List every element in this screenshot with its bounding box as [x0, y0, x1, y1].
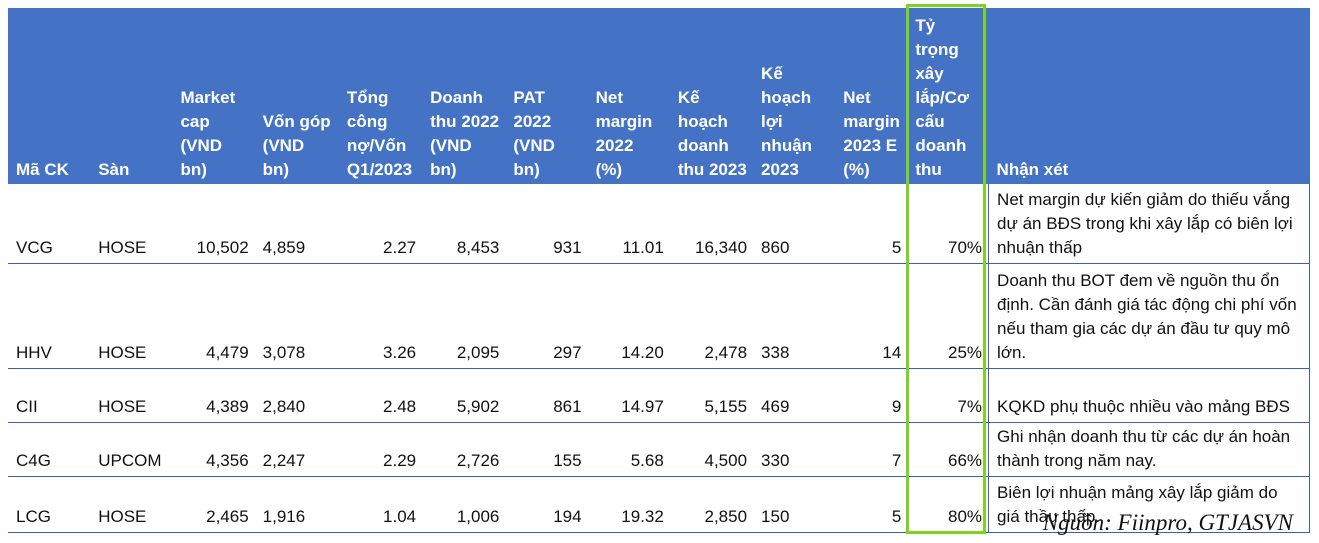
cell-market-cap: 2,465 [172, 476, 255, 533]
cell-ke-hoach-loi-nhuan: 469 [753, 368, 836, 423]
cell-ty-trong-xay-lap: 70% [907, 184, 989, 264]
cell-von-gop: 3,078 [254, 263, 339, 369]
cell-von-gop: 1,916 [254, 476, 339, 533]
cell-pat-2022: 861 [505, 368, 588, 423]
cell-market-cap: 4,356 [172, 422, 255, 477]
header-ke-hoach-doanh-thu: Kế hoạch doanh thu 2023 [669, 8, 754, 184]
cell-tong-cong-no: 1.04 [338, 476, 423, 533]
cell-ty-trong-xay-lap: 80% [907, 476, 989, 533]
cell-net-margin-2022: 5.68 [587, 422, 670, 477]
cell-von-gop: 4,859 [254, 184, 339, 264]
cell-doanh-thu-2022: 2,095 [422, 263, 506, 369]
header-von-gop: Vốn góp (VND bn) [254, 8, 339, 184]
cell-ke-hoach-doanh-thu: 2,478 [669, 263, 754, 369]
cell-ke-hoach-loi-nhuan: 860 [753, 184, 836, 264]
cell-doanh-thu-2022: 8,453 [422, 184, 506, 264]
cell-tong-cong-no: 2.29 [338, 422, 423, 477]
cell-market-cap: 4,479 [172, 263, 255, 369]
cell-doanh-thu-2022: 1,006 [422, 476, 506, 533]
cell-market-cap: 4,389 [172, 368, 255, 423]
cell-ty-trong-xay-lap: 25% [907, 263, 989, 369]
cell-nhan-xet: Doanh thu BOT đem về nguồn thu ổn định. … [988, 263, 1310, 369]
cell-ke-hoach-loi-nhuan: 338 [753, 263, 836, 369]
cell-ma-ck: VCG [8, 184, 91, 264]
cell-ke-hoach-loi-nhuan: 150 [753, 476, 836, 533]
cell-net-margin-2023e: 9 [835, 368, 908, 423]
cell-net-margin-2022: 11.01 [587, 184, 670, 264]
cell-san: HOSE [90, 263, 173, 369]
cell-von-gop: 2,840 [254, 368, 339, 423]
cell-net-margin-2022: 14.20 [587, 263, 670, 369]
cell-ma-ck: HHV [8, 263, 91, 369]
header-ma-ck: Mã CK [8, 8, 91, 184]
header-ty-trong-xay-lap: Tỷ trọng xây lắp/Cơ cấu doanh thu [907, 8, 989, 184]
cell-pat-2022: 155 [505, 422, 588, 477]
cell-pat-2022: 297 [505, 263, 588, 369]
header-pat-2022: PAT 2022 (VND bn) [505, 8, 588, 184]
header-net-margin-2023e: Net margin 2023 E (%) [835, 8, 908, 184]
cell-nhan-xet: KQKD phụ thuộc nhiều vào mảng BĐS [988, 368, 1310, 423]
cell-nhan-xet: Ghi nhận doanh thu từ các dự án hoàn thà… [988, 422, 1310, 477]
cell-ke-hoach-loi-nhuan: 330 [753, 422, 836, 477]
cell-ma-ck: C4G [8, 422, 91, 477]
cell-ma-ck: CII [8, 368, 91, 423]
cell-tong-cong-no: 2.27 [338, 184, 423, 264]
cell-san: UPCOM [90, 422, 173, 477]
header-tong-cong-no: Tổng công nợ/Vốn Q1/2023 [338, 8, 423, 184]
cell-von-gop: 2,247 [254, 422, 339, 477]
cell-san: HOSE [90, 476, 173, 533]
cell-ma-ck: LCG [8, 476, 91, 533]
cell-net-margin-2023e: 14 [835, 263, 908, 369]
header-ke-hoach-loi-nhuan: Kế hoạch lợi nhuận 2023 [753, 8, 836, 184]
cell-doanh-thu-2022: 5,902 [422, 368, 506, 423]
header-nhan-xet: Nhận xét [988, 8, 1310, 184]
cell-san: HOSE [90, 368, 173, 423]
cell-net-margin-2023e: 7 [835, 422, 908, 477]
cell-pat-2022: 194 [505, 476, 588, 533]
cell-ty-trong-xay-lap: 66% [907, 422, 989, 477]
table-row: CII HOSE 4,389 2,840 2.48 5,902 861 14.9… [8, 368, 1310, 423]
table-row: HHV HOSE 4,479 3,078 3.26 2,095 297 14.2… [8, 263, 1310, 369]
cell-ty-trong-xay-lap: 7% [907, 368, 989, 423]
source-note: Nguồn: Fiinpro, GTJASVN [1042, 510, 1293, 535]
table-row: VCG HOSE 10,502 4,859 2.27 8,453 931 11.… [8, 184, 1310, 264]
header-row: Mã CK Sàn Market cap (VND bn) Vốn góp (V… [8, 8, 1310, 184]
cell-ke-hoach-doanh-thu: 5,155 [669, 368, 754, 423]
header-net-margin-2022: Net margin 2022 (%) [587, 8, 670, 184]
cell-net-margin-2022: 14.97 [587, 368, 670, 423]
cell-san: HOSE [90, 184, 173, 264]
cell-ke-hoach-doanh-thu: 2,850 [669, 476, 754, 533]
cell-net-margin-2023e: 5 [835, 476, 908, 533]
table-row: C4G UPCOM 4,356 2,247 2.29 2,726 155 5.6… [8, 422, 1310, 477]
cell-doanh-thu-2022: 2,726 [422, 422, 506, 477]
cell-net-margin-2022: 19.32 [587, 476, 670, 533]
cell-nhan-xet: Net margin dự kiến giảm do thiếu vắng dự… [988, 184, 1310, 264]
cell-market-cap: 10,502 [172, 184, 255, 264]
cell-tong-cong-no: 3.26 [338, 263, 423, 369]
cell-pat-2022: 931 [505, 184, 588, 264]
table-row: LCG HOSE 2,465 1,916 1.04 1,006 194 19.3… [8, 476, 1310, 533]
cell-tong-cong-no: 2.48 [338, 368, 423, 423]
header-market-cap: Market cap (VND bn) [172, 8, 255, 184]
cell-nhan-xet: Biên lợi nhuận mảng xây lắp giảm do giá … [988, 476, 1310, 533]
cell-ke-hoach-doanh-thu: 16,340 [669, 184, 754, 264]
data-table: Mã CK Sàn Market cap (VND bn) Vốn góp (V… [8, 8, 1310, 533]
cell-ke-hoach-doanh-thu: 4,500 [669, 422, 754, 477]
header-doanh-thu-2022: Doanh thu 2022 (VND bn) [422, 8, 506, 184]
cell-net-margin-2023e: 5 [835, 184, 908, 264]
header-san: Sàn [90, 8, 173, 184]
